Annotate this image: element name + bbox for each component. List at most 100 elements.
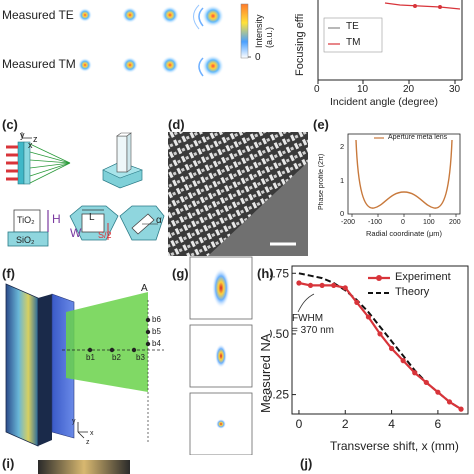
panel-b-ylabel: Focusing effi [294, 13, 306, 76]
f-point-a: A [141, 283, 148, 294]
h-fwhm-1: FWHM [292, 313, 324, 324]
b-xtick-0: 0 [314, 84, 320, 95]
c-sio2: SiO₂ [16, 235, 35, 245]
series-experiment-point-12 [435, 389, 441, 395]
h-ytick-label-2: 0.75 [270, 266, 289, 280]
h-xlabel: Transverse shift, x (mm) [330, 439, 459, 453]
fwhm-pointer [297, 293, 315, 313]
c-l: L [89, 212, 95, 223]
c-axis-x: x [28, 140, 33, 150]
f-axis-z: z [86, 439, 90, 446]
measured-tm-label: Measured TM [2, 57, 76, 71]
b-xtick-10: 10 [357, 84, 369, 95]
series-experiment-point-10 [412, 370, 418, 376]
series-experiment-point-6 [365, 314, 372, 320]
h-ytick-label-0: 0.25 [270, 388, 289, 402]
series-experiment-point-2 [319, 282, 325, 289]
tm-spot-1 [78, 58, 92, 72]
c-axis-y: y [20, 130, 25, 140]
h-plot-frame [291, 265, 469, 415]
panel-label-g: (g) [172, 266, 189, 281]
b-xtick-20: 20 [403, 84, 415, 95]
panel-label-h: (h) [257, 266, 274, 281]
tm-spot-4 [202, 55, 224, 77]
phase-curve [355, 139, 453, 209]
tm-spot-2 [122, 57, 138, 73]
light-cone [66, 292, 148, 392]
e-ytick-1: 1 [340, 176, 345, 185]
legend-tm: TM [346, 37, 361, 48]
f-point-b6: b6 [152, 315, 161, 324]
panel-g-focal-spots [189, 256, 253, 455]
series-experiment-point-4 [342, 285, 348, 291]
panel-c-schematic [6, 132, 165, 247]
phase-profile-plot [347, 133, 461, 217]
series-experiment-point-0 [296, 280, 302, 286]
panel-label-i: (i) [2, 456, 15, 471]
c-w: W [70, 226, 82, 240]
e-xtick-200: 200 [449, 219, 461, 226]
colorbar-zero: 0 [255, 52, 261, 63]
panel-label-j: (j) [300, 456, 313, 471]
panel-label-d: (d) [168, 117, 185, 132]
e-ytick-0: 0 [340, 209, 345, 218]
te-spot-4 [202, 5, 224, 27]
f-point-b2: b2 [112, 353, 121, 362]
panel-h-chart: 0 2 4 6 0.25 0.50 0.75 [270, 265, 469, 428]
focal-spot-images [78, 0, 463, 84]
h-legend-theory: Theory [395, 286, 430, 298]
f-point-b1: b1 [86, 353, 95, 362]
panel-b-xlabel: Incident angle (degree) [330, 96, 438, 108]
spot-g2 [215, 344, 227, 368]
panel-i-image [38, 460, 130, 474]
h-ytick-label-1: 0.50 [270, 327, 289, 341]
pillar [116, 135, 128, 173]
f-point-b5: b5 [152, 327, 161, 336]
lens-array [5, 283, 39, 447]
h-fwhm-2: = 370 nm [292, 325, 334, 336]
metalens-slab [17, 141, 25, 185]
e-xlabel: Radial coordinate (μm) [366, 229, 443, 238]
legend-experiment-marker [376, 275, 382, 281]
e-xtick-0: 0 [401, 219, 405, 226]
e-ytick-2: 2 [340, 142, 345, 151]
e-xtick-100: 100 [423, 219, 435, 226]
f-point-b4: b4 [152, 339, 161, 348]
h-xtick-label-2: 2 [342, 417, 349, 428]
series-experiment-point-1 [307, 282, 314, 289]
series-experiment-point-8 [388, 345, 395, 352]
c-h: H [52, 212, 61, 226]
c-s2: S/2 [98, 230, 112, 240]
series-experiment-point-14 [458, 406, 464, 412]
series-experiment-point-11 [423, 379, 429, 386]
spot-g1 [212, 268, 230, 308]
series-experiment-point-7 [377, 331, 383, 337]
panel-label-e: (e) [313, 117, 329, 132]
series-experiment-point-13 [446, 399, 453, 405]
panel-label-c: (c) [2, 117, 18, 132]
top-strip: Measured TE Measured TM [0, 0, 474, 95]
h-xtick-label-6: 6 [435, 417, 442, 428]
sem-image [168, 132, 308, 256]
e-legend: Aperture meta lens [388, 134, 448, 141]
panel-f-setup [5, 283, 164, 447]
measured-te-label: Measured TE [2, 8, 74, 22]
h-xtick-label-0: 0 [296, 417, 303, 428]
c-alpha: α [156, 215, 162, 226]
series-experiment-point-5 [354, 299, 360, 305]
te-spot-2 [122, 7, 138, 23]
f-point-b3: b3 [136, 353, 145, 362]
e-ylabel: Phase profile (2π) [318, 153, 325, 210]
legend-te: TE [346, 21, 359, 32]
colorbar-label: Intensity (a.u.) [254, 14, 274, 48]
spot-g3 [216, 419, 226, 429]
e-xtick-n200: -200 [341, 219, 356, 226]
b-xtick-30: 30 [449, 84, 461, 95]
h-xtick-label-4: 4 [388, 417, 395, 428]
panel-label-f: (f) [2, 266, 15, 281]
f-axis-x: x [90, 430, 94, 437]
c-tio2: TiO₂ [17, 215, 35, 225]
te-spot-3 [161, 6, 179, 24]
colorbar [240, 3, 249, 59]
h-legend-experiment: Experiment [395, 271, 451, 283]
